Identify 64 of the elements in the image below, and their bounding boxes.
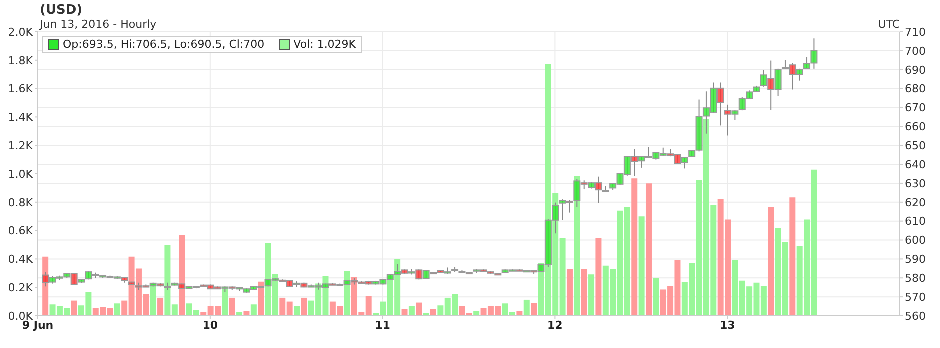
y2-tick-label: 620 bbox=[905, 196, 926, 210]
y2-tick-label: 660 bbox=[905, 120, 926, 134]
y-tick-label: 0.4K bbox=[8, 253, 34, 266]
legend-label: Op:693.5, Hi:706.5, Lo:690.5, Cl:700 bbox=[63, 38, 265, 51]
legend-label: Vol: 1.029K bbox=[294, 38, 356, 51]
bar bbox=[581, 269, 588, 316]
y-tick-label: 2.0K bbox=[8, 26, 34, 39]
chart-subtitle: Jun 13, 2016 - Hourly bbox=[40, 18, 157, 31]
y-tick-label: 1.8K bbox=[8, 54, 34, 68]
bar bbox=[158, 298, 164, 316]
bar bbox=[179, 235, 186, 316]
candlestick bbox=[810, 38, 818, 70]
bar bbox=[531, 303, 538, 316]
bar bbox=[596, 238, 602, 316]
text: UTC bbox=[878, 18, 900, 31]
x-tick-label: 9 Jun bbox=[22, 318, 54, 332]
y-tick-label: 1.4K bbox=[8, 111, 34, 124]
y2-tick-label: 580 bbox=[905, 272, 926, 286]
x-tick-label: 13 bbox=[720, 318, 736, 332]
y2-tick-label: 600 bbox=[905, 234, 926, 248]
y2-tick-label: 650 bbox=[905, 140, 926, 153]
bar bbox=[402, 309, 408, 316]
y2-tick-label: 710 bbox=[905, 26, 926, 39]
x-tick-label: 10 bbox=[202, 318, 218, 332]
y-tick-label: 0.2K bbox=[8, 282, 34, 295]
bar bbox=[588, 274, 595, 316]
bar bbox=[294, 306, 300, 316]
x-tick-label: 11 bbox=[375, 318, 390, 332]
y-tick-label: 0.6K bbox=[8, 224, 34, 238]
chart-title: (USD) bbox=[40, 3, 83, 18]
bar bbox=[301, 298, 308, 316]
y2-tick-label: 630 bbox=[905, 177, 926, 190]
y-tick-label: 1.2K bbox=[8, 140, 34, 153]
bar bbox=[416, 302, 422, 316]
y-tick-label: 0.8K bbox=[8, 196, 34, 210]
y-tick-label: 1.6K bbox=[8, 82, 34, 96]
y2-tick-label: 590 bbox=[905, 253, 926, 266]
y2-tick-label: 700 bbox=[905, 44, 926, 58]
bar bbox=[430, 309, 436, 316]
bar bbox=[250, 304, 257, 316]
bar bbox=[114, 304, 120, 316]
bar bbox=[229, 298, 236, 316]
y2-tick-label: 640 bbox=[905, 158, 926, 172]
y2-tick-label: 560 bbox=[905, 310, 926, 323]
bar bbox=[768, 207, 774, 316]
bar bbox=[653, 278, 660, 316]
bar bbox=[638, 216, 645, 316]
y2-tick-label: 610 bbox=[905, 215, 926, 228]
y2-tick-label: 670 bbox=[905, 102, 926, 115]
y2-tick-label: 690 bbox=[905, 64, 926, 77]
bar bbox=[71, 300, 78, 316]
bar bbox=[790, 198, 796, 316]
bar bbox=[150, 284, 156, 316]
y-tick-label: 1.0K bbox=[8, 168, 34, 181]
bar bbox=[408, 306, 415, 316]
bar bbox=[566, 269, 573, 316]
bar bbox=[632, 178, 638, 316]
bar bbox=[236, 312, 243, 316]
y2-tick-label: 570 bbox=[905, 290, 926, 304]
bar bbox=[524, 300, 530, 316]
bar bbox=[258, 282, 264, 316]
x-tick-label: 12 bbox=[548, 318, 563, 332]
bar bbox=[646, 184, 652, 316]
y2-tick-label: 680 bbox=[905, 82, 926, 96]
